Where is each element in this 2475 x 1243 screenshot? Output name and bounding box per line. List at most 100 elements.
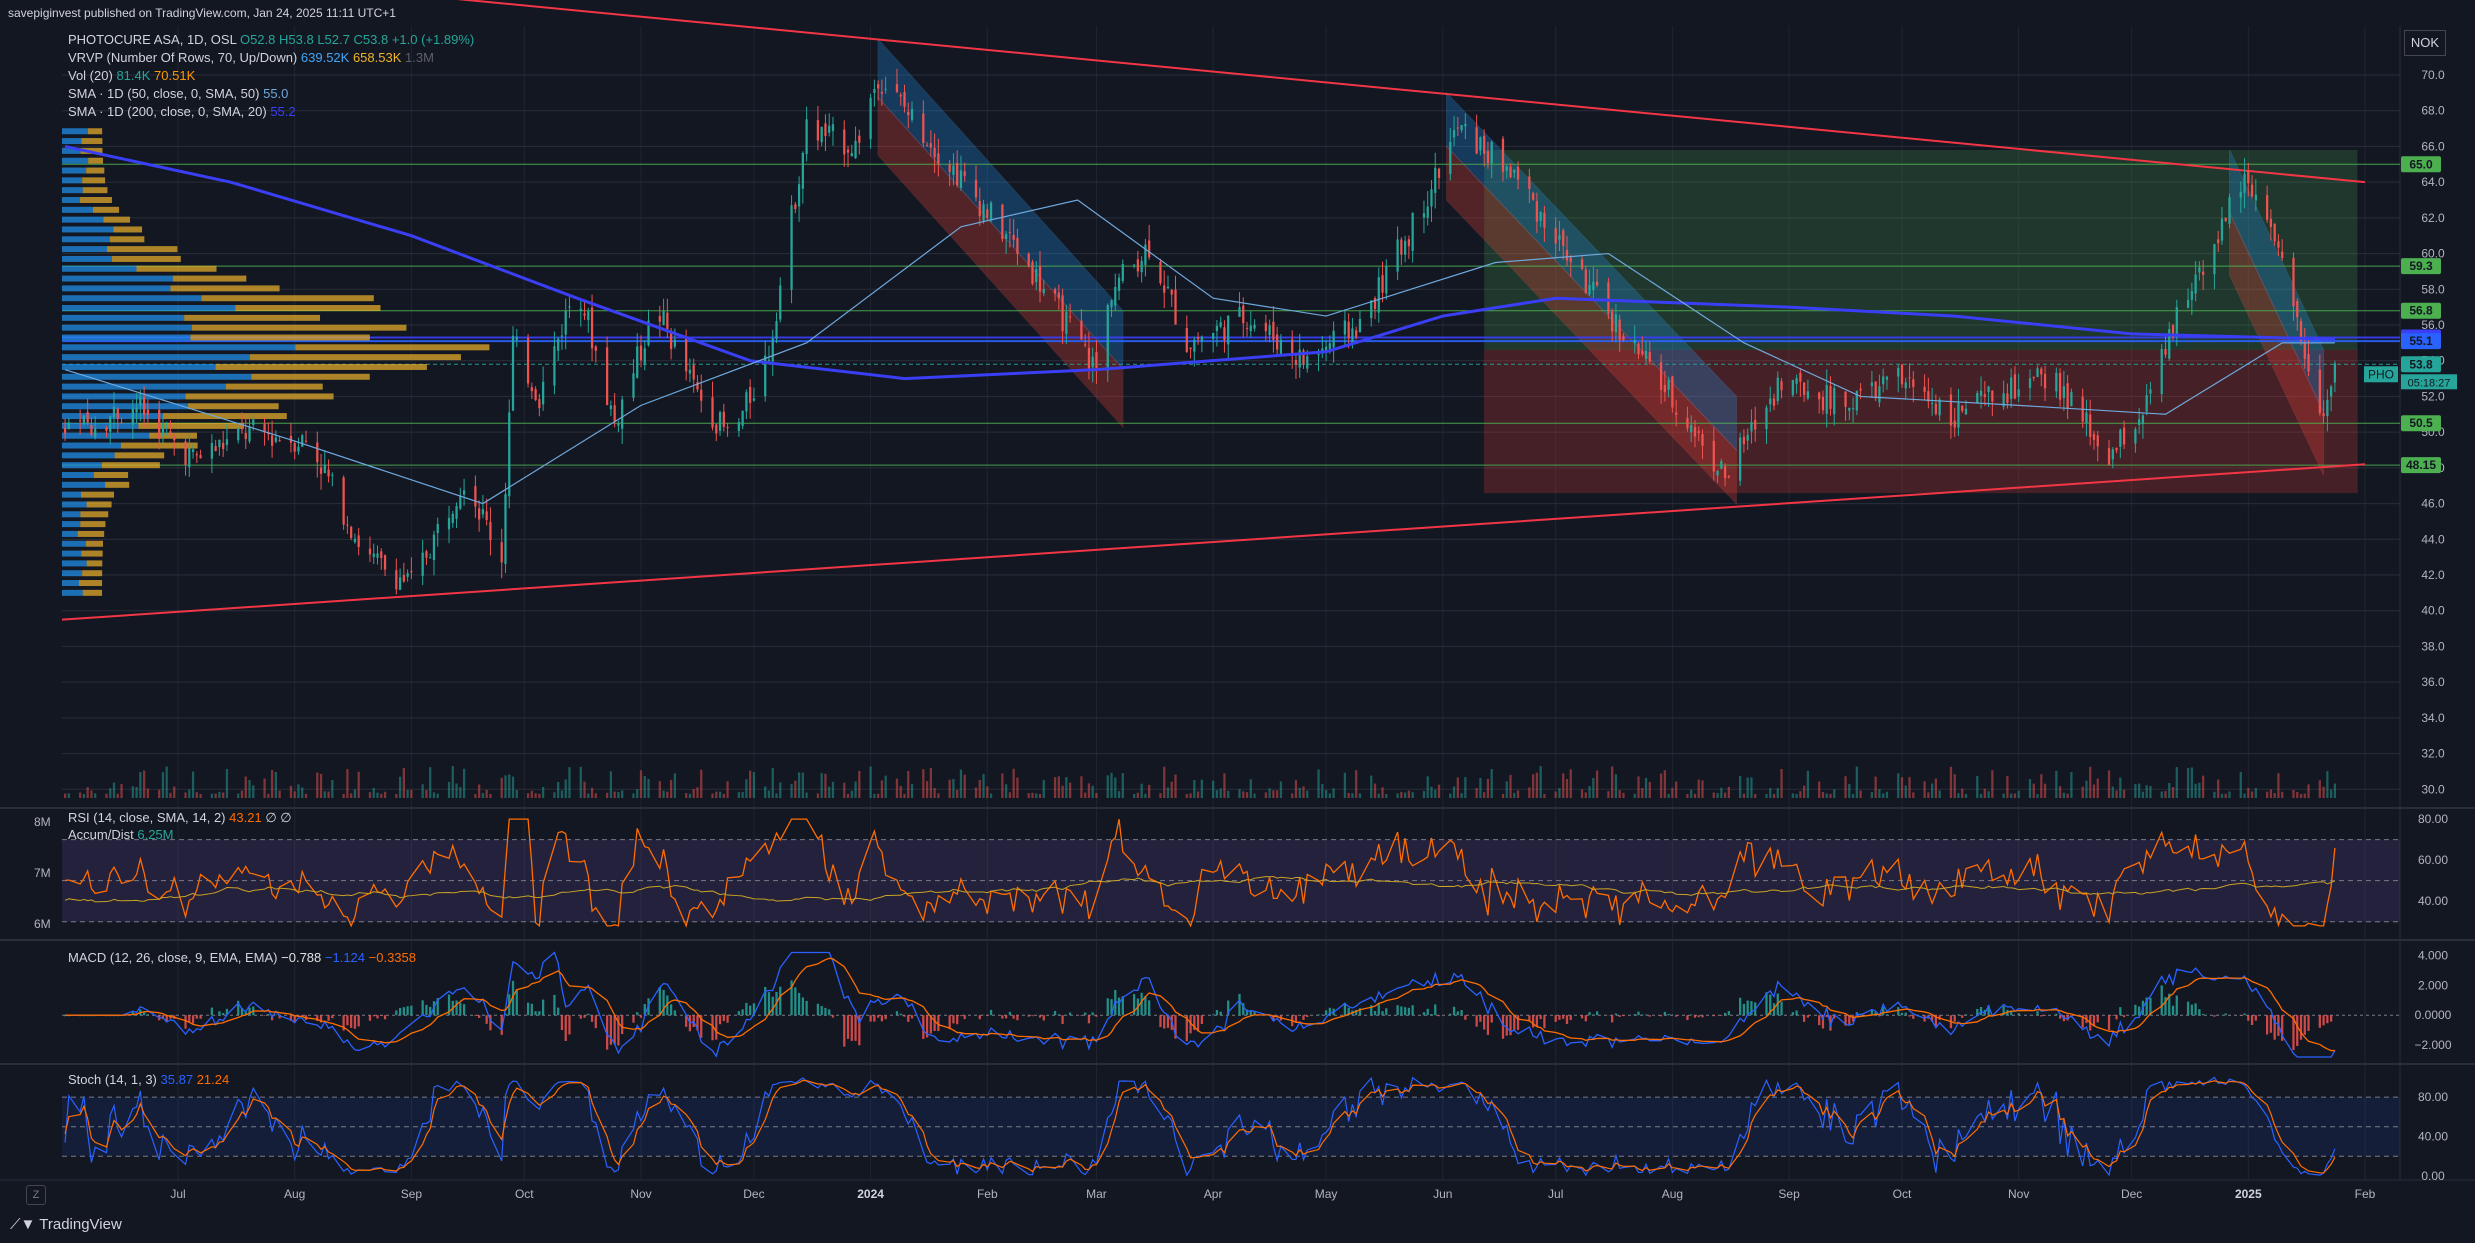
candle-body <box>1991 390 1994 402</box>
candle-body <box>692 365 695 380</box>
candle-body <box>895 84 899 92</box>
macd-histogram-bar <box>1475 1015 1478 1027</box>
candle-body <box>2138 419 2141 425</box>
volume-bar <box>2096 778 2099 798</box>
macd-histogram-bar <box>1464 1015 1467 1020</box>
ad-legend[interactable]: Accum/Dist 6.25M <box>68 827 174 842</box>
volume-bar <box>1298 787 1301 798</box>
macd-legend[interactable]: MACD (12, 26, close, 9, EMA, EMA) −0.788… <box>68 950 416 965</box>
time-tick-label: Nov <box>630 1187 651 1201</box>
volume-bar <box>1400 791 1403 798</box>
macd-histogram-bar <box>564 1015 567 1041</box>
volume-profile-up-bar <box>62 491 81 498</box>
candle-body <box>1539 211 1542 221</box>
candle-body <box>1298 349 1301 368</box>
volume-bar <box>643 776 646 798</box>
candle-body <box>1144 244 1147 265</box>
sma200-legend[interactable]: SMA · 1D (200, close, 0, SMA, 20) 55.2 <box>68 104 296 119</box>
volume-bar <box>1114 777 1117 798</box>
volume-bar <box>1671 787 1674 798</box>
volume-bar <box>515 789 518 798</box>
macd-histogram-bar <box>1780 1001 1783 1016</box>
volume-bar <box>327 791 330 798</box>
volume-bar <box>1900 777 1904 798</box>
candle-body <box>1038 266 1042 292</box>
volume-bar <box>564 779 567 798</box>
macd-histogram-bar <box>1490 1015 1493 1023</box>
macd-histogram-bar <box>1031 1015 1034 1017</box>
sma50-legend[interactable]: SMA · 1D (50, close, 0, SMA, 50) 55.0 <box>68 86 288 101</box>
volume-bar <box>2006 776 2009 798</box>
macd-histogram-bar <box>1106 998 1109 1016</box>
macd-histogram-bar <box>858 1015 861 1046</box>
candle-body <box>1061 295 1064 332</box>
candle-body <box>2028 378 2032 388</box>
volume-bar <box>248 779 251 798</box>
candle-body <box>2141 415 2145 425</box>
volume-profile-up-bar <box>62 216 104 223</box>
candle-body <box>131 408 134 425</box>
volume-bar <box>1675 781 1678 798</box>
candle-body <box>161 423 165 436</box>
candle-body <box>1727 475 1730 478</box>
rsi-value: 43.21 <box>229 810 262 825</box>
volume-bar <box>1746 777 1749 798</box>
volume-legend[interactable]: Vol (20) 81.4K 70.51K <box>68 68 195 83</box>
candle-body <box>459 495 462 509</box>
candle-body <box>2168 329 2171 359</box>
candle-body <box>1004 234 1008 239</box>
candle-body <box>1185 328 1188 352</box>
volume-bar <box>2190 767 2193 798</box>
volume-bar <box>722 793 725 798</box>
volume-bar <box>2299 793 2303 798</box>
currency-button[interactable]: NOK <box>2404 30 2446 56</box>
macd-histogram-bar <box>925 1015 929 1038</box>
zoom-button[interactable]: Z <box>26 1185 46 1205</box>
volume-profile-down-bar <box>295 344 490 351</box>
vrvp-total: 1.3M <box>405 50 434 65</box>
volume-bar <box>2168 783 2171 798</box>
candle-body <box>2066 383 2069 409</box>
candle-body <box>579 308 582 311</box>
tradingview-logo[interactable]: ⟋▼ TradingView <box>10 1216 122 1233</box>
volume-bar <box>846 793 850 798</box>
candle-body <box>1272 321 1275 340</box>
macd-histogram-bar <box>402 1007 405 1016</box>
macd-signal-line <box>65 957 2335 1052</box>
stoch-legend[interactable]: Stoch (14, 1, 3) 35.87 21.24 <box>68 1072 229 1087</box>
candle-body <box>1595 281 1599 286</box>
volume-bar <box>1791 793 1794 798</box>
symbol-name[interactable]: PHOTOCURE ASA, 1D, OSL <box>68 32 237 47</box>
candle-body <box>2006 393 2009 403</box>
volume-bar <box>1938 790 1941 798</box>
candle-body <box>688 369 692 374</box>
vrvp-legend[interactable]: VRVP (Number Of Rows, 70, Up/Down) 639.5… <box>68 50 434 65</box>
candle-body <box>2164 349 2167 355</box>
volume-bar <box>274 771 277 798</box>
volume-bar <box>805 792 808 798</box>
candle-body <box>1385 266 1388 294</box>
macd-histogram-bar <box>583 1015 586 1018</box>
time-tick-label: Feb <box>977 1187 998 1201</box>
candle-body <box>244 432 247 440</box>
price-tick-label: 64.0 <box>2421 175 2445 189</box>
volume-bar <box>1016 777 1019 798</box>
rsi-legend[interactable]: RSI (14, close, SMA, 14, 2) 43.21 ∅ ∅ <box>68 810 292 826</box>
candle-body <box>1347 321 1350 339</box>
candle-body <box>199 455 202 459</box>
candle-body <box>436 524 439 534</box>
macd-histogram-bar <box>1411 1005 1414 1016</box>
volume-bar <box>1012 768 1015 798</box>
macd-histogram-bar <box>263 1015 266 1016</box>
candle-body <box>737 421 740 431</box>
candle-body <box>846 149 850 153</box>
candle-body <box>270 435 274 446</box>
volume-bar <box>395 793 398 798</box>
macd-histogram-bar <box>1776 993 1779 1016</box>
candle-body <box>94 428 97 438</box>
candle-body <box>1874 381 1877 399</box>
candle-body <box>1513 169 1516 173</box>
volume-bar <box>1031 792 1034 798</box>
level-price-label: 53.8 <box>2401 356 2441 373</box>
